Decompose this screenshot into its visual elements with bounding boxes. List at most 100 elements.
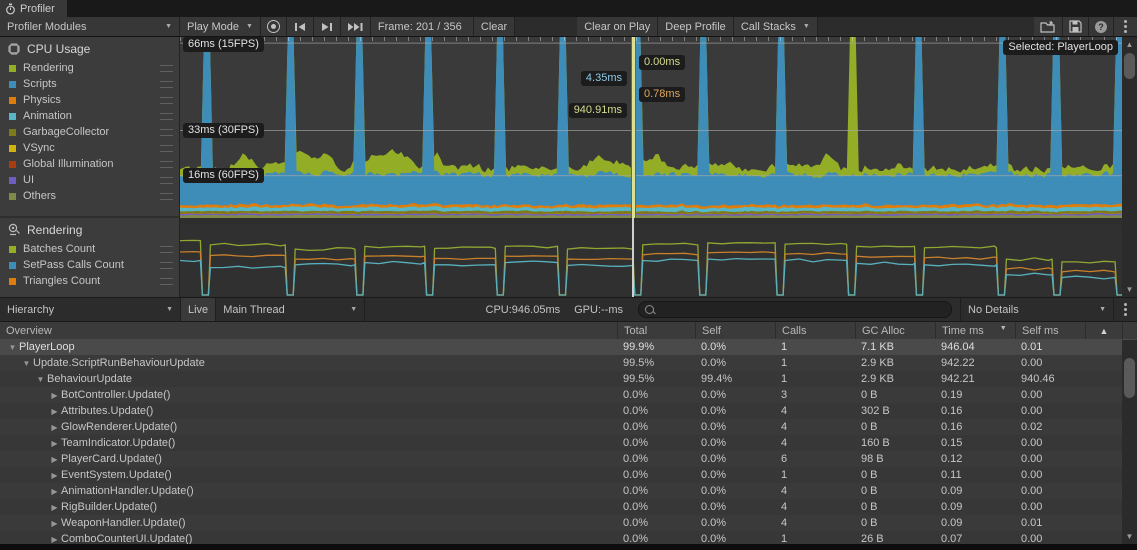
foldout-collapsed-icon[interactable]: ▶ — [51, 438, 58, 448]
table-row[interactable]: ▶ EventSystem.Update() 0.0% 0.0% 1 0 B 0.11 0.0… — [0, 467, 1137, 483]
legend-item-global-illumination[interactable]: Global Illumination — [0, 156, 179, 172]
hierarchy-menu-button[interactable] — [1114, 298, 1137, 321]
table-row[interactable]: ▼ Update.ScriptRunBehaviourUpdate 99.5% 0.0… — [0, 355, 1137, 371]
foldout-expanded-icon[interactable]: ▼ — [22, 358, 31, 368]
drag-handle-icon[interactable] — [160, 160, 173, 168]
drag-handle-icon[interactable] — [160, 64, 173, 72]
legend-item-scripts[interactable]: Scripts — [0, 76, 179, 92]
table-row[interactable]: ▶ WeaponHandler.Update() 0.0% 0.0% 4 0 B 0.09 0… — [0, 515, 1137, 531]
chart-scrollbar[interactable]: ▲ ▼ — [1122, 37, 1137, 297]
rendering-module-header[interactable]: Rendering — [0, 218, 179, 241]
table-row[interactable]: ▶ Attributes.Update() 0.0% 0.0% 4 302 B 0.16 0.… — [0, 403, 1137, 419]
row-self-ms-cell: 0.00 — [1021, 437, 1043, 449]
live-toggle[interactable]: Live — [181, 298, 217, 321]
table-scrollbar[interactable]: ▼ — [1122, 340, 1137, 544]
next-frame-button[interactable] — [313, 17, 341, 36]
row-time-ms-cell: 0.11 — [941, 469, 962, 481]
foldout-collapsed-icon[interactable]: ▶ — [51, 454, 58, 464]
column-header-calls[interactable]: Calls — [775, 322, 855, 339]
row-calls-cell: 6 — [781, 453, 788, 465]
play-mode-dropdown[interactable]: Play Mode ▼ — [180, 17, 261, 36]
cpu-usage-chart[interactable] — [180, 37, 1122, 218]
foldout-expanded-icon[interactable]: ▼ — [36, 374, 45, 384]
drag-handle-icon[interactable] — [160, 176, 173, 184]
legend-item-animation[interactable]: Animation — [0, 108, 179, 124]
chart-scrollbar-thumb[interactable] — [1124, 53, 1135, 79]
legend-item-physics[interactable]: Physics — [0, 92, 179, 108]
scroll-up-icon[interactable]: ▲ — [1125, 40, 1134, 49]
legend-item-triangles-count[interactable]: Triangles Count — [0, 273, 179, 289]
column-header-total[interactable]: Total — [617, 322, 695, 339]
legend-item-setpass-calls-count[interactable]: SetPass Calls Count — [0, 257, 179, 273]
foldout-expanded-icon[interactable]: ▼ — [8, 342, 17, 352]
legend-item-vsync[interactable]: VSync — [0, 140, 179, 156]
legend-item-garbagecollector[interactable]: GarbageCollector — [0, 124, 179, 140]
save-profile-button[interactable] — [1063, 17, 1089, 36]
legend-item-rendering[interactable]: Rendering — [0, 60, 179, 76]
row-total-cell: 0.0% — [623, 533, 649, 544]
drag-handle-icon[interactable] — [160, 112, 173, 120]
clear-on-play-button[interactable]: Clear on Play — [577, 17, 659, 36]
record-button[interactable] — [260, 17, 287, 36]
drag-handle-icon[interactable] — [160, 96, 173, 104]
table-row[interactable]: ▼ BehaviourUpdate 99.5% 99.4% 1 2.9 KB 942.21 9… — [0, 371, 1137, 387]
column-header-overview[interactable]: Overview — [6, 324, 52, 337]
details-dropdown[interactable]: No Details ▼ — [960, 298, 1114, 321]
drag-handle-icon[interactable] — [160, 192, 173, 200]
table-row[interactable]: ▶ RigBuilder.Update() 0.0% 0.0% 4 0 B 0.09 0.00 — [0, 499, 1137, 515]
frame-ticks — [180, 37, 1122, 41]
scroll-down-icon[interactable]: ▼ — [1125, 285, 1134, 294]
cpu-module-header[interactable]: CPU Usage — [0, 37, 179, 60]
drag-handle-icon[interactable] — [160, 144, 173, 152]
row-gc-alloc-cell: 160 B — [861, 437, 890, 449]
table-row[interactable]: ▶ TeamIndicator.Update() 0.0% 0.0% 4 160 B 0.1… — [0, 435, 1137, 451]
drag-handle-icon[interactable] — [160, 261, 173, 269]
table-scroll-up-button[interactable]: ▲ — [1085, 322, 1122, 339]
profiler-modules-dropdown[interactable]: Profiler Modules ▼ — [0, 17, 180, 36]
call-stacks-dropdown[interactable]: Call Stacks ▼ — [733, 17, 818, 36]
thread-dropdown[interactable]: Main Thread ▼ — [216, 298, 366, 321]
foldout-collapsed-icon[interactable]: ▶ — [51, 422, 58, 432]
drag-handle-icon[interactable] — [160, 80, 173, 88]
legend-item-batches-count[interactable]: Batches Count — [0, 241, 179, 257]
column-header-time-ms[interactable]: Time ms ▼ — [935, 322, 1015, 339]
deep-profile-button[interactable]: Deep Profile — [658, 17, 734, 36]
column-header-self-ms[interactable]: Self ms — [1015, 322, 1085, 339]
drag-handle-icon[interactable] — [160, 277, 173, 285]
legend-item-ui[interactable]: UI — [0, 172, 179, 188]
column-header-self[interactable]: Self — [695, 322, 775, 339]
drag-handle-icon[interactable] — [160, 245, 173, 253]
prev-frame-button[interactable] — [286, 17, 314, 36]
table-scrollbar-thumb[interactable] — [1124, 358, 1135, 398]
load-profile-button[interactable] — [1034, 17, 1063, 36]
clear-button[interactable]: Clear — [473, 17, 516, 36]
table-row[interactable]: ▼ PlayerLoop 99.9% 0.0% 1 7.1 KB 946.04 0.01 — [0, 339, 1137, 355]
table-row[interactable]: ▶ ComboCounterUI.Update() 0.0% 0.0% 1 26 B 0.0… — [0, 531, 1137, 544]
table-row[interactable]: ▶ GlowRenderer.Update() 0.0% 0.0% 4 0 B 0.16 0.… — [0, 419, 1137, 435]
drag-handle-icon[interactable] — [160, 128, 173, 136]
search-input[interactable] — [658, 302, 945, 317]
view-mode-dropdown[interactable]: Hierarchy ▼ — [0, 298, 181, 321]
foldout-collapsed-icon[interactable]: ▶ — [51, 390, 58, 400]
chart-area[interactable]: 66ms (15FPS) 33ms (30FPS) 16ms (60FPS) Sele… — [180, 37, 1122, 297]
search-field[interactable] — [638, 301, 952, 318]
foldout-collapsed-icon[interactable]: ▶ — [51, 486, 58, 496]
column-header-gc-alloc[interactable]: GC Alloc — [855, 322, 935, 339]
foldout-collapsed-icon[interactable]: ▶ — [51, 406, 58, 416]
rendering-counts-chart[interactable] — [180, 225, 1122, 296]
last-frame-button[interactable] — [340, 17, 371, 36]
scroll-down-icon[interactable]: ▼ — [1125, 532, 1134, 541]
foldout-collapsed-icon[interactable]: ▶ — [51, 518, 58, 528]
stopwatch-icon — [5, 3, 16, 15]
foldout-collapsed-icon[interactable]: ▶ — [51, 534, 58, 544]
row-self-ms-cell: 0.00 — [1021, 469, 1043, 481]
legend-item-others[interactable]: Others — [0, 188, 179, 204]
help-button[interactable]: ? — [1089, 17, 1114, 36]
toolbar-menu-button[interactable] — [1114, 17, 1137, 36]
foldout-collapsed-icon[interactable]: ▶ — [51, 470, 58, 480]
table-row[interactable]: ▶ BotController.Update() 0.0% 0.0% 3 0 B 0.19 0… — [0, 387, 1137, 403]
tab-profiler[interactable]: Profiler — [0, 0, 67, 17]
table-row[interactable]: ▶ AnimationHandler.Update() 0.0% 0.0% 4 0 B 0.… — [0, 483, 1137, 499]
table-row[interactable]: ▶ PlayerCard.Update() 0.0% 0.0% 6 98 B 0.12 0.0… — [0, 451, 1137, 467]
foldout-collapsed-icon[interactable]: ▶ — [51, 502, 58, 512]
